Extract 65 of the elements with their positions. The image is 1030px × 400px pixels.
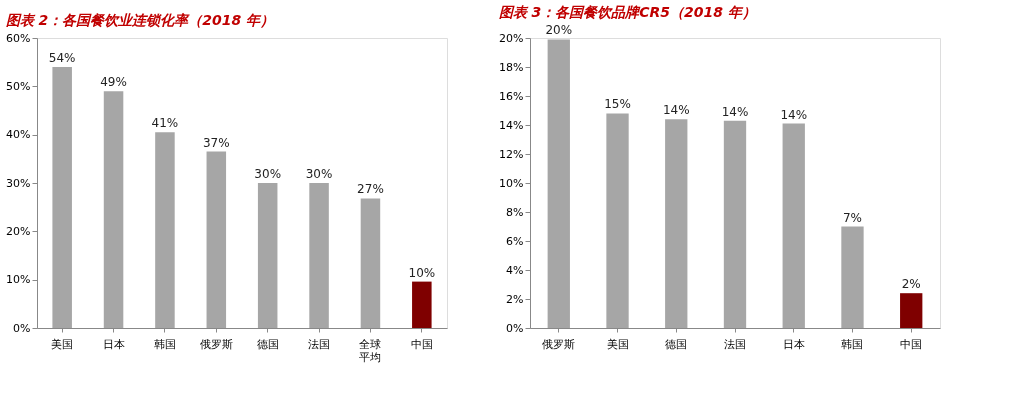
- bar: [309, 183, 329, 328]
- bar: [412, 281, 432, 328]
- bar: [52, 67, 72, 328]
- y-tick-label: 8%: [506, 205, 524, 219]
- y-tick-label: 60%: [6, 31, 31, 45]
- y-tick-label: 4%: [506, 263, 524, 277]
- data-label: 20%: [545, 23, 573, 38]
- data-label: 7%: [842, 210, 862, 225]
- x-tick-label: 日本: [102, 337, 125, 351]
- y-tick-label: 20%: [499, 31, 524, 45]
- bar: [900, 293, 923, 328]
- bar: [360, 198, 381, 328]
- x-tick-label: 德国: [256, 337, 279, 351]
- bar: [206, 151, 227, 328]
- x-tick-label: 美国: [606, 337, 629, 351]
- y-tick-label: 40%: [6, 128, 31, 142]
- data-label: 27%: [357, 182, 384, 197]
- x-tick-label: 法国: [308, 337, 331, 351]
- bar: [841, 226, 864, 328]
- y-tick-label: 6%: [506, 234, 524, 248]
- x-tick-label: 美国: [51, 337, 74, 351]
- x-tick-label: 日本: [782, 337, 805, 351]
- data-label: 49%: [100, 75, 127, 90]
- y-tick-label: 0%: [13, 321, 31, 335]
- data-label: 54%: [48, 51, 76, 65]
- bar: [257, 183, 278, 328]
- y-tick-label: 20%: [6, 224, 31, 238]
- data-label: 14%: [721, 104, 749, 119]
- y-tick-label: 10%: [499, 176, 524, 190]
- bar: [782, 123, 805, 328]
- y-tick-label: 14%: [499, 118, 524, 132]
- y-tick-label: 50%: [6, 79, 31, 93]
- x-tick-label: 中国: [410, 337, 433, 351]
- y-tick-label: 10%: [6, 273, 31, 287]
- y-tick-label: 30%: [6, 176, 31, 190]
- data-label: 41%: [151, 116, 179, 131]
- bar: [665, 119, 688, 328]
- y-tick-label: 0%: [506, 321, 524, 335]
- data-label: 15%: [604, 97, 631, 112]
- chart-title: 图表 3：各国餐饮品牌CR5（2018 年）: [498, 4, 756, 21]
- x-tick-label: 韩国: [841, 337, 864, 351]
- bar: [547, 39, 570, 328]
- x-tick-label: 俄罗斯: [199, 337, 233, 351]
- bar: [155, 132, 175, 328]
- data-label: 30%: [254, 167, 282, 181]
- data-label: 14%: [662, 103, 690, 118]
- bar: [606, 113, 629, 328]
- data-label: 10%: [408, 265, 436, 280]
- y-tick-label: 2%: [506, 292, 524, 306]
- data-label: 30%: [305, 167, 333, 181]
- x-tick-label: 德国: [665, 337, 688, 351]
- data-label: 37%: [202, 135, 230, 150]
- x-tick-label: 中国: [900, 337, 923, 351]
- data-label: 14%: [780, 107, 808, 122]
- y-tick-label: 18%: [499, 60, 524, 74]
- x-tick-label: 法国: [724, 337, 746, 351]
- chart-title: 图表 2：各国餐饮业连锁化率（2018 年）: [5, 12, 275, 28]
- y-tick-label: 12%: [499, 147, 524, 161]
- data-label: 2%: [901, 277, 921, 292]
- x-tick-label: 全球平均: [359, 337, 382, 364]
- bar: [103, 91, 124, 328]
- x-tick-label: 韩国: [153, 337, 176, 351]
- bar: [723, 120, 747, 328]
- y-tick-label: 16%: [499, 89, 524, 103]
- x-tick-label: 俄罗斯: [542, 337, 576, 351]
